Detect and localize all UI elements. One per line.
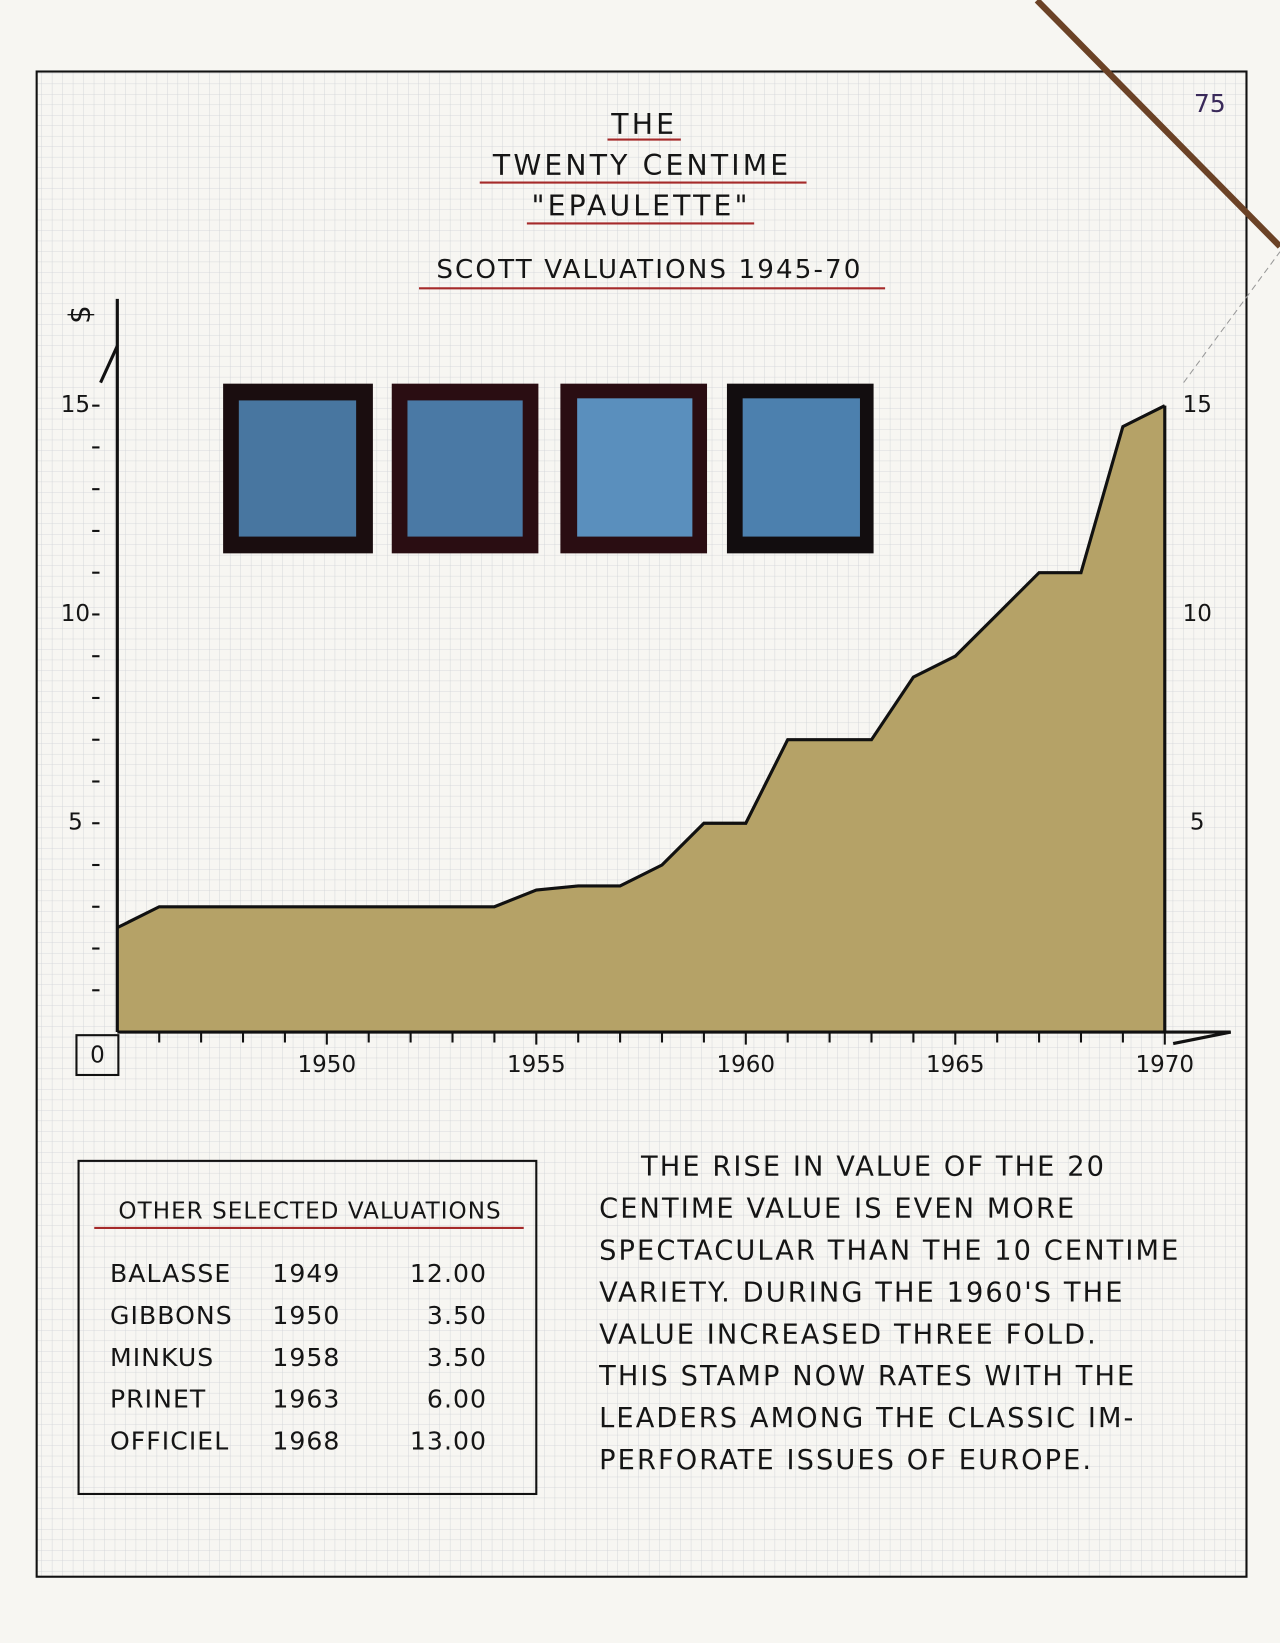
stamp	[238, 400, 357, 537]
y2-tick-label: 15	[1183, 392, 1212, 418]
subtitle: SCOTT VALUATIONS 1945-70	[436, 255, 862, 285]
page-number: 75	[1194, 89, 1226, 118]
table-cell: MINKUS	[110, 1343, 214, 1372]
table-cell: 1968	[272, 1427, 340, 1456]
x-tick-label: 1960	[716, 1052, 775, 1078]
table: BALASSE 1949 12.00 GIBBONS 1950 3.50 MINKUS 195…	[110, 1259, 487, 1456]
table-cell: 12.00	[410, 1259, 487, 1288]
y2-tick-label: 10	[1183, 601, 1212, 627]
guide-line	[1183, 251, 1280, 383]
note: THE RISE IN VALUE OF THE 20 CENTIME VALUE…	[598, 1152, 1180, 1476]
table-cell: BALASSE	[110, 1259, 231, 1288]
note-line: PERFORATE ISSUES OF EUROPE.	[599, 1445, 1093, 1476]
table-cell: 1958	[272, 1343, 340, 1372]
note-line: CENTIME VALUE IS EVEN MORE	[599, 1194, 1076, 1225]
table-cell: 3.50	[427, 1301, 487, 1330]
origin-label: 0	[90, 1043, 105, 1069]
y-axis-arrow	[99, 345, 119, 384]
area-line	[116, 404, 1166, 930]
table-box	[77, 1159, 538, 1496]
title-line: TWENTY CENTIME	[492, 149, 791, 182]
origin-box	[75, 1034, 120, 1077]
table-cell: 1963	[272, 1385, 340, 1414]
stamps	[223, 383, 874, 554]
stamp	[407, 400, 523, 537]
note-line: VALUE INCREASED THREE FOLD.	[599, 1319, 1098, 1350]
y2-tick-label: 5	[1190, 810, 1205, 836]
x-tick-label: 1955	[507, 1052, 566, 1078]
stamp	[742, 398, 860, 537]
table-cell: 13.00	[410, 1427, 487, 1456]
note-line: THE RISE IN VALUE OF THE 20	[640, 1152, 1106, 1183]
table-cell: 1949	[272, 1259, 340, 1288]
note-line: SPECTACULAR THAN THE 10 CENTIME	[599, 1236, 1180, 1267]
note-line: VARIETY. DURING THE 1960'S THE	[599, 1277, 1124, 1308]
title-line: THE	[610, 108, 677, 141]
x-axis-arrow	[1172, 1030, 1232, 1046]
y-tick-label: 10	[61, 601, 90, 627]
stamp	[577, 398, 693, 537]
table-cell: PRINET	[110, 1385, 206, 1414]
table-cell: OFFICIEL	[110, 1427, 229, 1456]
table-cell: 1950	[272, 1301, 340, 1330]
table-cell: 3.50	[427, 1343, 487, 1372]
table-cell: GIBBONS	[110, 1301, 233, 1330]
note-line: THIS STAMP NOW RATES WITH THE	[598, 1361, 1136, 1392]
x-tick-label: 1965	[926, 1052, 985, 1078]
area	[117, 405, 1165, 1033]
table-cell: 6.00	[427, 1385, 487, 1414]
chart: 0 5 5 10 10 15 15 1950 1955 1960 1965 1970	[61, 298, 1232, 1078]
pencil	[1034, 0, 1280, 249]
x-tick-label: 1950	[297, 1052, 356, 1078]
title-line: "EPAULETTE"	[531, 190, 750, 223]
y-tick-label: 5	[68, 810, 83, 836]
x-tick-label: 1970	[1135, 1052, 1194, 1078]
y-tick-label: 15	[61, 392, 90, 418]
table-title: OTHER SELECTED VALUATIONS	[118, 1199, 501, 1225]
note-line: LEADERS AMONG THE CLASSIC IM-	[599, 1403, 1135, 1434]
y-axis-label: $	[63, 305, 97, 324]
